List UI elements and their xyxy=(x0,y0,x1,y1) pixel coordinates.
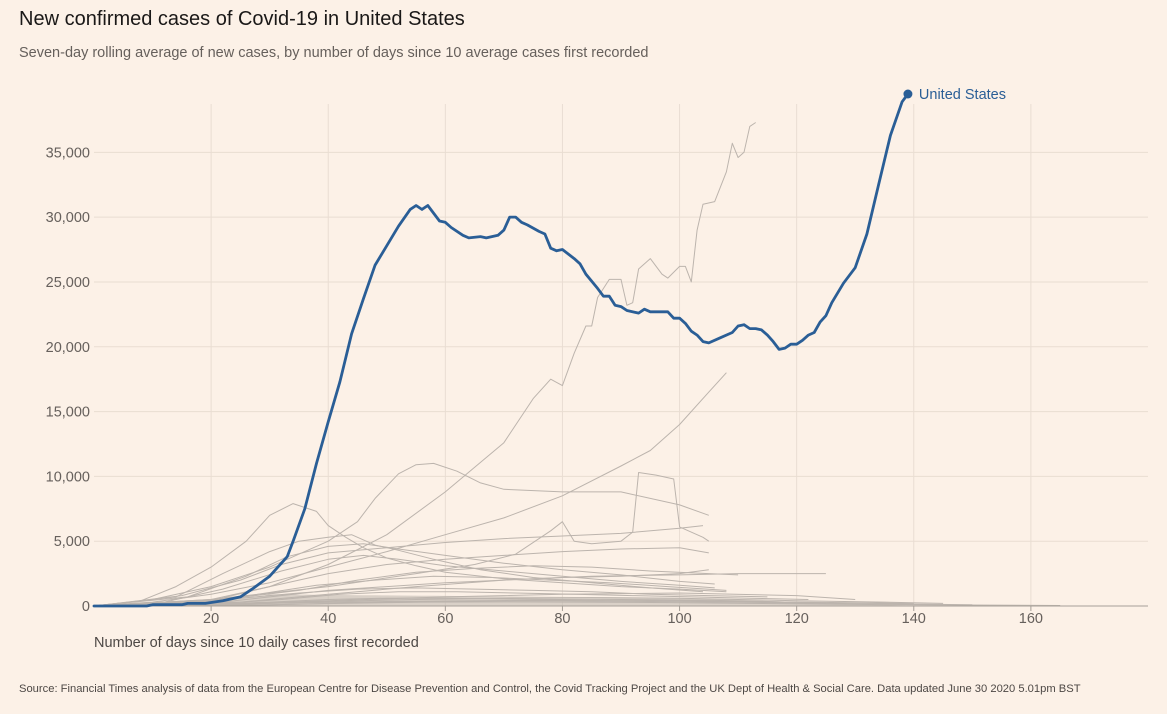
baseline-cluster-band xyxy=(94,594,914,606)
highlight-series: United States xyxy=(92,87,1006,608)
other-series-line xyxy=(93,122,756,607)
other-series-line xyxy=(93,543,715,607)
other-series-line xyxy=(93,525,704,607)
x-tick-label: 140 xyxy=(902,611,926,627)
other-series xyxy=(93,122,1061,607)
y-tick-label: 5,000 xyxy=(54,534,90,550)
y-tick-label: 25,000 xyxy=(46,275,90,291)
united-states-line xyxy=(92,92,910,608)
chart-subtitle: Seven-day rolling average of new cases, … xyxy=(19,45,649,61)
x-axis-ticks: 20 40 60 80 100 120 140 160 xyxy=(203,606,1043,627)
y-axis-ticks: 0 5,000 10,000 15,000 20,000 25,000 30,000 35,0… xyxy=(46,145,90,615)
united-states-endpoint xyxy=(903,89,913,99)
other-series-line xyxy=(93,503,727,607)
y-tick-label: 35,000 xyxy=(46,145,90,161)
y-tick-label: 20,000 xyxy=(46,340,90,356)
other-series-line xyxy=(93,565,739,607)
x-tick-label: 60 xyxy=(437,611,453,627)
y-tick-label: 15,000 xyxy=(46,405,90,421)
x-tick-label: 160 xyxy=(1019,611,1043,627)
x-axis-label: Number of days since 10 daily cases firs… xyxy=(94,635,419,651)
other-series-line xyxy=(93,472,710,607)
y-tick-label: 0 xyxy=(82,599,90,615)
x-tick-label: 40 xyxy=(320,611,336,627)
united-states-label: United States xyxy=(919,87,1006,103)
x-tick-label: 20 xyxy=(203,611,219,627)
chart-title: New confirmed cases of Covid-19 in Unite… xyxy=(19,8,465,30)
y-tick-label: 10,000 xyxy=(46,469,90,485)
gridlines xyxy=(94,104,1148,606)
x-tick-label: 100 xyxy=(667,611,691,627)
other-series-line xyxy=(93,462,709,607)
source-note: Source: Financial Times analysis of data… xyxy=(19,683,1081,695)
x-tick-label: 80 xyxy=(554,611,570,627)
other-series-line xyxy=(93,554,715,607)
x-tick-label: 120 xyxy=(785,611,809,627)
y-tick-label: 30,000 xyxy=(46,210,90,226)
other-series-line xyxy=(93,372,727,607)
